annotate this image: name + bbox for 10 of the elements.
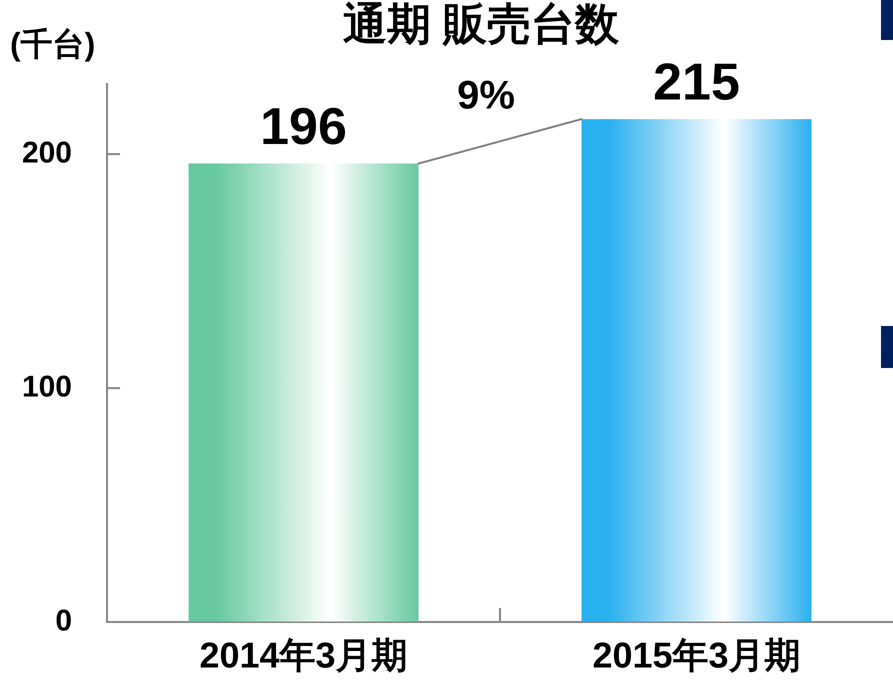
y-tick-label: 100 — [22, 370, 72, 404]
y-tick-label: 0 — [55, 604, 72, 638]
y-tick-label: 200 — [22, 136, 72, 170]
x-tick-label: 2015年3月期 — [592, 634, 801, 676]
y-axis-title: (千台) — [10, 25, 96, 64]
x-tick-label: 2014年3月期 — [199, 634, 408, 676]
data-label: 215 — [653, 53, 740, 112]
chart-title: 通期 販売台数 — [342, 0, 620, 50]
annotation: 9% — [457, 73, 515, 118]
data-label: 196 — [260, 98, 347, 156]
